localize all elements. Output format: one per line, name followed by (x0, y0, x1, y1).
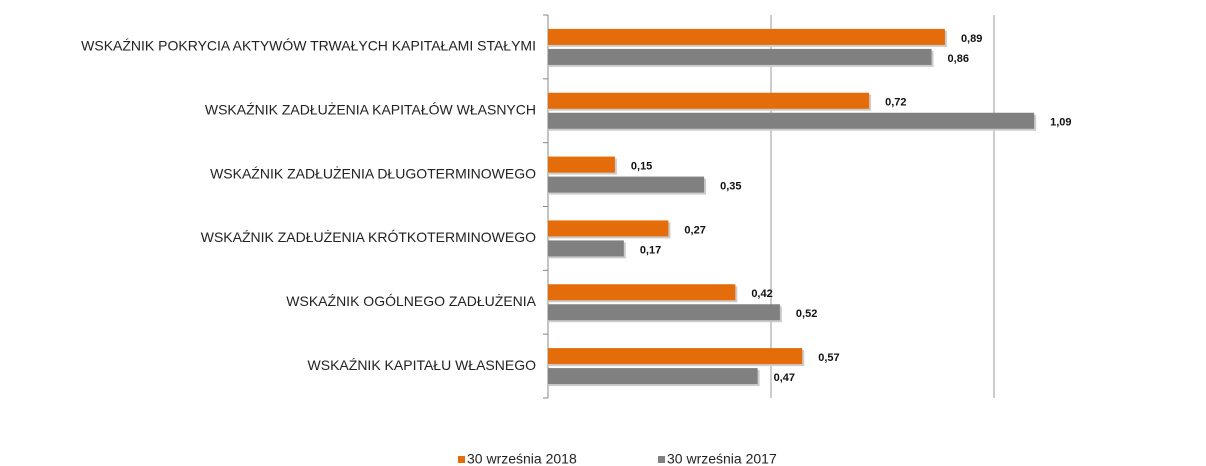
value-label: 0,15 (631, 160, 652, 172)
legend-label: 30 września 2017 (667, 451, 777, 466)
value-label: 0,35 (720, 180, 741, 192)
legend-swatch (458, 456, 465, 463)
value-label: 0,57 (818, 352, 839, 364)
bar (548, 176, 705, 193)
legend-label: 30 września 2018 (467, 451, 577, 466)
category-label: WSKAŹNIK KAPITAŁU WŁASNEGO (308, 357, 537, 373)
bar (548, 284, 736, 301)
value-label: 0,17 (640, 244, 661, 256)
bar (548, 48, 932, 65)
bar (548, 348, 803, 365)
bar (548, 240, 624, 257)
value-label: 0,27 (684, 224, 705, 236)
category-label: WSKAŹNIK POKRYCIA AKTYWÓW TRWAŁYCH KAPIT… (81, 38, 536, 54)
bar (548, 112, 1035, 129)
value-label: 0,86 (948, 53, 969, 65)
bar (548, 220, 669, 237)
bar (548, 304, 780, 321)
legend-swatch (658, 456, 665, 463)
value-label: 0,42 (751, 288, 772, 300)
value-label: 0,52 (796, 308, 817, 320)
bar (548, 92, 870, 109)
value-label: 1,09 (1050, 117, 1071, 129)
bar (548, 28, 945, 45)
bar (548, 156, 615, 173)
value-label: 0,72 (885, 97, 906, 109)
category-label: WSKAŹNIK OGÓLNEGO ZADŁUŻENIA (286, 292, 536, 309)
value-label: 0,47 (774, 372, 795, 384)
bar (548, 368, 758, 385)
category-label: WSKAŹNIK ZADŁUŻENIA KRÓTKOTERMINOWEGO (201, 228, 536, 245)
category-label: WSKAŹNIK ZADŁUŻENIA DŁUGOTERMINOWEGO (210, 164, 536, 181)
value-label: 0,89 (961, 33, 982, 45)
category-label: WSKAŹNIK ZADŁUŻENIA KAPITAŁÓW WŁASNYCH (205, 100, 536, 117)
